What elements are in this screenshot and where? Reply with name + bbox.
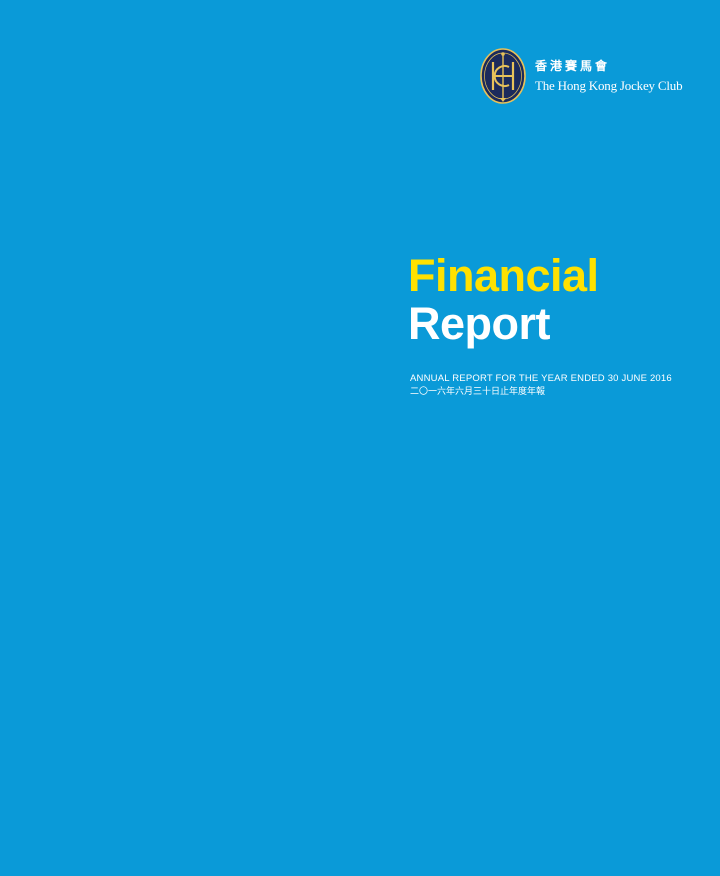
club-logo: 香港賽馬會 The Hong Kong Jockey Club — [480, 48, 683, 104]
logo-text: 香港賽馬會 The Hong Kong Jockey Club — [535, 58, 683, 94]
logo-name-english: The Hong Kong Jockey Club — [535, 77, 683, 93]
title-financial: Financial — [408, 250, 599, 301]
subtitle-english: ANNUAL REPORT FOR THE YEAR ENDED 30 JUNE… — [410, 373, 672, 384]
logo-name-chinese: 香港賽馬會 — [535, 58, 611, 73]
title-report: Report — [408, 298, 550, 349]
report-subtitle: ANNUAL REPORT FOR THE YEAR ENDED 30 JUNE… — [410, 372, 672, 399]
report-title: Financial Report — [408, 252, 599, 348]
subtitle-chinese: 二〇一六年六月三十日止年度年報 — [410, 387, 546, 397]
hkjc-emblem-icon — [480, 48, 526, 104]
